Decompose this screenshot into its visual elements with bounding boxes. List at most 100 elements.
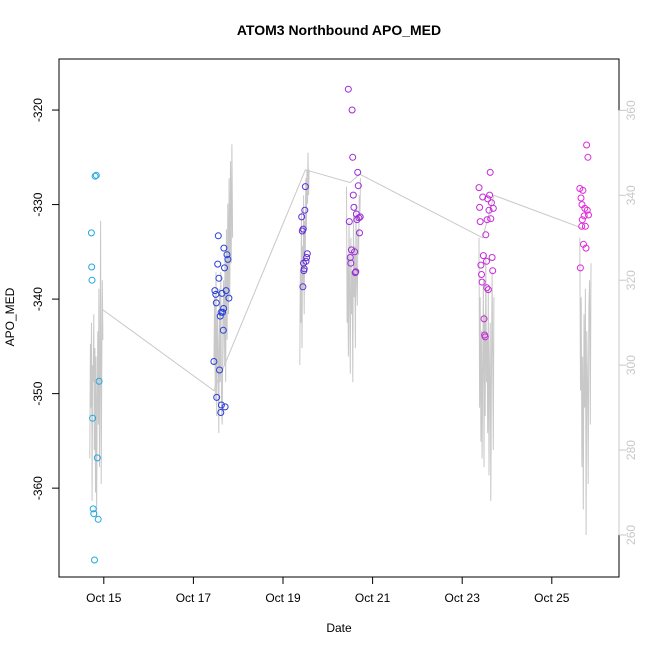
x-tick-label: Oct 17	[176, 591, 212, 605]
data-point	[91, 172, 99, 180]
data-point	[298, 213, 306, 221]
data-point	[578, 201, 586, 209]
data-point	[475, 184, 483, 192]
data-point	[215, 274, 223, 282]
line-segment-1	[89, 220, 104, 519]
data-point	[481, 333, 489, 341]
x-axis-label: Date	[326, 621, 352, 635]
data-point	[583, 206, 591, 214]
data-point	[217, 308, 225, 316]
data-point	[88, 263, 96, 271]
data-point	[476, 203, 484, 211]
data-point	[345, 218, 353, 226]
data-point	[355, 214, 363, 222]
data-point	[488, 254, 496, 261]
x-tick-label: Oct 19	[265, 591, 301, 605]
data-point	[299, 283, 307, 291]
data-point	[89, 505, 97, 513]
data-point	[220, 244, 228, 252]
data-point	[477, 261, 485, 269]
data-point	[485, 206, 493, 214]
y-axis: -360 -350 -340 -330 -320	[31, 98, 60, 500]
data-point	[487, 215, 495, 223]
line-segment-5	[478, 237, 495, 502]
data-point	[349, 191, 357, 199]
data-point	[578, 222, 586, 230]
data-point	[210, 358, 218, 365]
data-point	[486, 191, 494, 199]
data-point	[479, 252, 487, 260]
data-point	[577, 194, 585, 202]
data-point	[95, 377, 103, 385]
data-point	[217, 409, 225, 416]
y2-tick-label: 260	[624, 525, 638, 545]
data-point	[483, 284, 491, 292]
data-point	[351, 248, 359, 256]
data-point	[303, 250, 311, 258]
data-point	[350, 203, 358, 211]
x-tick-label: Oct 23	[445, 591, 481, 605]
data-point	[580, 212, 588, 220]
data-point	[301, 183, 309, 191]
data-point	[478, 271, 485, 278]
right-y-axis: 260 280 300 320 340 360	[618, 100, 638, 545]
data-point	[482, 231, 490, 239]
data-point	[224, 255, 232, 263]
connector-line	[102, 169, 586, 392]
chart-title: ATOM3 Northbound APO_MED	[237, 22, 441, 38]
data-point	[94, 515, 102, 523]
data-point	[216, 312, 224, 320]
data-point	[583, 141, 591, 149]
data-point	[221, 403, 229, 411]
data-point	[214, 260, 222, 268]
y-tick-label: -340	[31, 287, 45, 311]
plot-frame	[58, 58, 620, 578]
data-point	[581, 222, 589, 230]
data-point	[213, 393, 221, 401]
data-point	[91, 556, 98, 564]
data-point	[578, 216, 586, 224]
data-point	[217, 401, 225, 409]
data-point	[214, 232, 222, 240]
data-point	[223, 251, 231, 259]
data-point	[352, 268, 360, 276]
gray-line-series	[89, 144, 592, 536]
data-point	[354, 168, 362, 176]
data-point	[480, 315, 488, 323]
data-point	[90, 510, 98, 518]
x-tick-label: Oct 15	[86, 591, 122, 605]
data-point	[484, 286, 492, 294]
data-point	[303, 254, 311, 261]
data-point	[219, 326, 227, 334]
line-segment-2	[213, 144, 234, 434]
data-point	[584, 153, 592, 161]
data-point	[356, 229, 363, 237]
data-point	[582, 244, 590, 252]
data-point	[576, 264, 584, 272]
data-point	[349, 153, 357, 161]
data-point	[344, 85, 352, 93]
data-point	[489, 267, 497, 275]
data-point	[347, 259, 355, 267]
data-point	[483, 216, 491, 224]
y2-tick-label: 340	[624, 185, 638, 205]
data-point	[476, 218, 484, 226]
data-point	[354, 182, 362, 190]
data-point	[579, 186, 587, 194]
data-point	[489, 204, 497, 212]
y2-tick-label: 360	[624, 100, 638, 120]
data-point	[211, 287, 219, 295]
data-point	[585, 211, 592, 219]
data-point	[225, 294, 233, 302]
data-point	[348, 106, 356, 114]
data-point	[221, 264, 228, 272]
y2-tick-label: 300	[624, 355, 638, 375]
line-segment-4	[346, 178, 361, 383]
y-tick-label: -350	[31, 381, 45, 405]
data-point	[222, 287, 230, 295]
scatter-points	[87, 85, 592, 564]
y-tick-label: -320	[31, 98, 45, 122]
data-point	[93, 454, 101, 462]
y-tick-label: -360	[31, 476, 45, 500]
data-point	[216, 366, 223, 374]
